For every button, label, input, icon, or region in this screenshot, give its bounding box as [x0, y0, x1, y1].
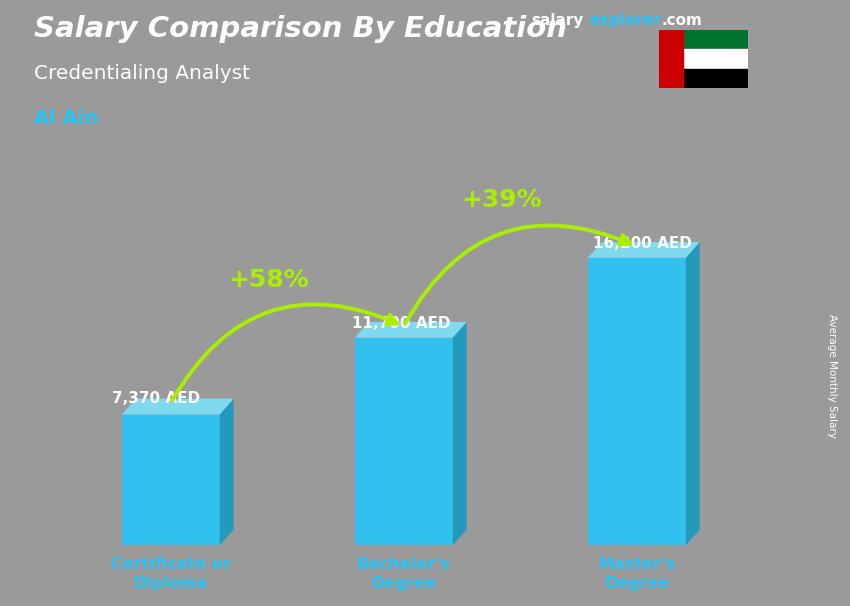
Polygon shape [453, 322, 467, 545]
Polygon shape [686, 242, 700, 545]
Text: Al Ain: Al Ain [34, 109, 98, 128]
Text: 11,700 AED: 11,700 AED [353, 316, 451, 330]
Text: 7,370 AED: 7,370 AED [112, 391, 201, 406]
Text: 16,200 AED: 16,200 AED [592, 236, 691, 251]
Text: Average Monthly Salary: Average Monthly Salary [827, 314, 837, 438]
Text: explorer: explorer [589, 13, 661, 28]
Polygon shape [219, 399, 234, 545]
Polygon shape [354, 322, 467, 338]
Bar [659, 30, 748, 50]
Text: salary: salary [531, 13, 584, 28]
Text: Credentialing Analyst: Credentialing Analyst [34, 64, 250, 82]
Polygon shape [588, 242, 700, 258]
Polygon shape [122, 415, 219, 545]
Text: .com: .com [661, 13, 702, 28]
Text: +39%: +39% [462, 188, 542, 211]
Text: +58%: +58% [229, 268, 309, 291]
Bar [659, 50, 748, 68]
Bar [659, 30, 683, 88]
Text: Salary Comparison By Education: Salary Comparison By Education [34, 15, 567, 43]
Bar [659, 68, 748, 88]
Polygon shape [588, 258, 686, 545]
Polygon shape [354, 338, 453, 545]
Polygon shape [122, 399, 234, 415]
